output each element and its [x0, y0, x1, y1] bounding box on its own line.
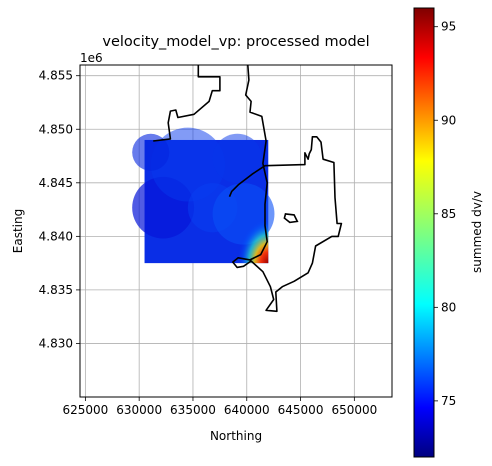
colorbar: [413, 7, 435, 458]
y-axis-ticks: 4.830 4.835 4.840 4.845 4.850 4.855: [39, 69, 80, 350]
colorbar-tick-label-3: 90: [441, 113, 456, 127]
model-heatmap: [132, 127, 275, 264]
chart-title: velocity_model_vp: processed model: [102, 34, 369, 50]
y-tick-label-3: 4.845: [39, 176, 73, 190]
colorbar-ticks: 75 80 85 90 95: [434, 20, 456, 408]
model-patch-3: [212, 133, 263, 184]
y-tick-label-0: 4.830: [39, 336, 73, 350]
x-tick-label-1: 630000: [116, 403, 162, 417]
boundary-island: [283, 213, 299, 224]
model-patch-1: [150, 127, 225, 202]
colorbar-tick-label-1: 80: [441, 300, 456, 314]
colorbar-tick-label-4: 95: [441, 20, 456, 34]
x-tick-label-5: 650000: [331, 403, 377, 417]
model-hot-corner: [212, 183, 269, 264]
y-offset-text: 1e6: [80, 51, 103, 65]
colorbar-tick-label-0: 75: [441, 394, 456, 408]
plot-frame: [79, 64, 393, 398]
x-tick-label-0: 625000: [62, 403, 108, 417]
y-tick-label-4: 4.850: [39, 122, 73, 136]
x-axis-ticks: 625000 630000 635000 640000 645000 650000: [62, 397, 377, 417]
boundary-outline: [153, 65, 343, 313]
x-tick-label-2: 635000: [170, 403, 216, 417]
model-patch-4: [132, 133, 170, 171]
y-tick-label-1: 4.835: [39, 283, 73, 297]
colorbar-label: summed dv/v: [470, 191, 484, 273]
y-tick-label-2: 4.840: [39, 229, 73, 243]
y-tick-label-5: 4.855: [39, 69, 73, 83]
x-tick-label-3: 640000: [224, 403, 270, 417]
boundary-line-b: [153, 65, 221, 142]
x-tick-label-4: 645000: [278, 403, 324, 417]
x-axis-label: Northing: [210, 429, 262, 443]
colorbar-tick-label-2: 85: [441, 207, 456, 221]
y-axis-label: Easting: [11, 209, 25, 253]
boundary-line-a: [228, 65, 343, 313]
